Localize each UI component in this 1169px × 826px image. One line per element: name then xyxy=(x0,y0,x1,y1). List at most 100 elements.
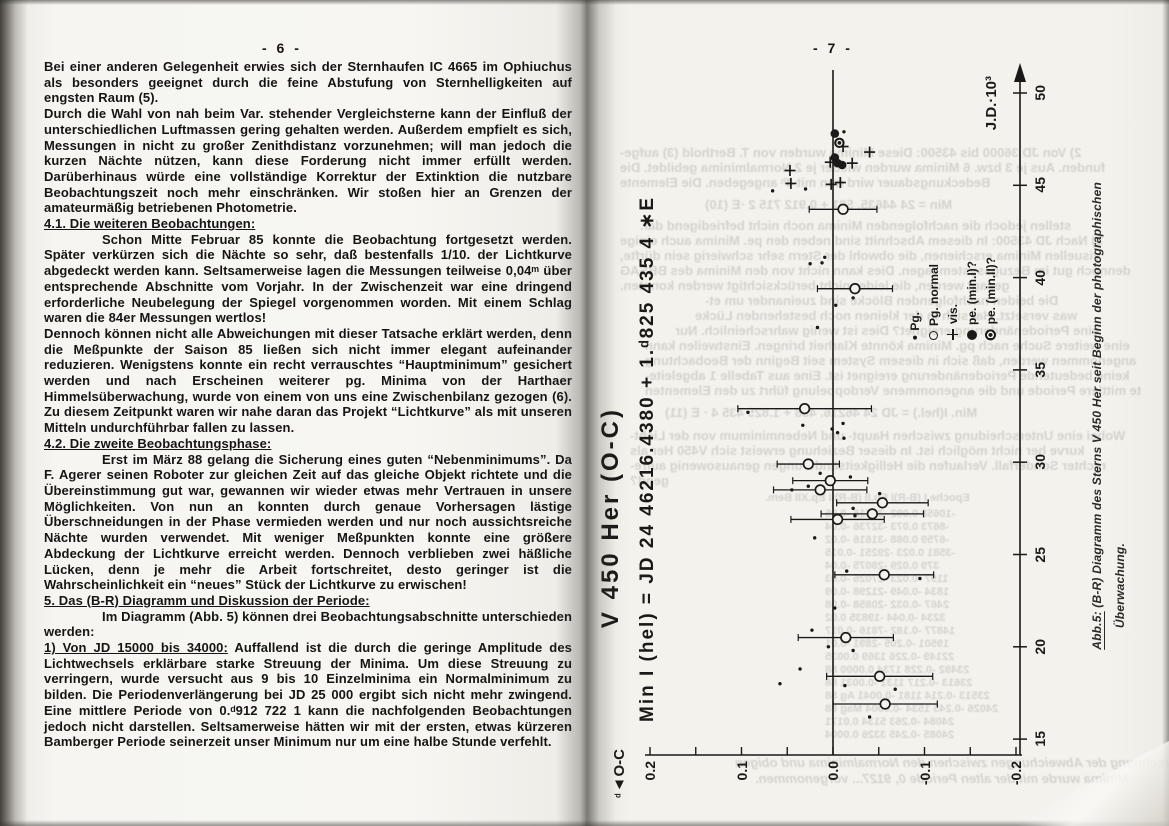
legend-item: vis. xyxy=(946,304,960,340)
data-point-pg xyxy=(851,506,855,511)
data-point-pg xyxy=(823,255,827,259)
data-point-pg xyxy=(813,536,817,540)
data-point-pg xyxy=(893,687,897,691)
paragraph-lead: 1) Von JD 15000 bis 34000: xyxy=(44,640,228,656)
data-point-pg-normal xyxy=(798,403,811,415)
jd-tick-label: 40 xyxy=(1032,269,1048,286)
data-point-pg-normal xyxy=(874,670,886,682)
data-point-pg xyxy=(815,325,820,330)
figure-caption-text: (B-R) Diagramm des Sterns V 450 Her seit… xyxy=(1090,182,1104,612)
legend-label: Pg. normal xyxy=(927,264,941,327)
jd-axis-arrow-icon xyxy=(1014,63,1026,82)
data-point-pg-normal xyxy=(849,283,861,295)
legend-label: pe. (min.I)? xyxy=(965,261,979,325)
data-point-pg xyxy=(841,421,845,426)
section-heading: 4.2. Die zweite Beobachtungsphase: xyxy=(44,435,272,451)
section-heading: 5. Das (B-R) Diagramm und Diskussion der… xyxy=(44,592,370,608)
jd-tick-label: 25 xyxy=(1032,546,1048,563)
paragraph: Erst im März 88 gelang die Sicherung ein… xyxy=(44,451,572,593)
scan-edge-top xyxy=(0,0,1169,5)
data-point-pg xyxy=(830,427,834,431)
data-point-pe-min1 xyxy=(837,160,847,170)
data-point-pg xyxy=(853,514,857,518)
legend-marker-ringed-icon xyxy=(985,329,997,341)
br-diagram-plot xyxy=(645,63,1027,756)
scan-edge-left xyxy=(0,0,28,826)
data-point-pg xyxy=(851,296,855,300)
data-point-pg xyxy=(803,187,808,191)
data-point-pg-normal xyxy=(878,569,890,581)
scan-edge-right xyxy=(1162,0,1169,826)
data-point-pg xyxy=(818,471,822,475)
data-point-pg xyxy=(833,606,837,610)
data-point-pg xyxy=(746,410,750,415)
oc-tick-label: -0.1 xyxy=(916,761,933,786)
figure-caption-line1: Abb.5: (B-R) Diagramm des Sterns V 450 H… xyxy=(1090,182,1104,650)
data-point-pg xyxy=(842,130,846,134)
figure-caption-lead: Abb.5: xyxy=(1090,611,1104,650)
page-number-left: - 6 - xyxy=(262,40,302,56)
jd-tick-label: 50 xyxy=(1032,85,1048,101)
page-left: - 6 - Bei einer anderen Gelegenheit erwi… xyxy=(0,0,585,826)
data-point-pg xyxy=(790,488,794,492)
data-point-pg-normal xyxy=(876,497,889,509)
page-right: 2) Von JD 36000 bis 43500: Diese Minima … xyxy=(585,0,1169,826)
legend-item: Pg. xyxy=(908,312,922,340)
data-point-pg xyxy=(918,576,922,581)
data-point-pg xyxy=(835,430,840,435)
legend-label: pe. (min.II)? xyxy=(984,257,998,325)
legend-label: Pg. xyxy=(908,312,922,331)
paragraph: Durch die Wahl von nah beim Var. stehend… xyxy=(44,106,572,216)
data-point-pg-normal xyxy=(879,698,891,710)
legend-marker-filled-icon xyxy=(967,330,977,340)
data-point-pe-min2 xyxy=(834,137,845,149)
paragraph: Bei einer anderen Gelegenheit erwies sic… xyxy=(44,59,572,106)
data-point-pg-normal xyxy=(824,475,836,487)
data-point-pg xyxy=(801,423,805,427)
data-point-pg xyxy=(848,475,853,479)
figure-caption-line2: Überwachung. xyxy=(1113,542,1127,628)
legend-marker-dot-icon xyxy=(913,335,917,340)
data-point-pg xyxy=(851,648,855,653)
data-point-pg xyxy=(808,262,812,266)
data-point-pg-normal xyxy=(840,631,852,644)
section-heading: 4.1. Die weiteren Beobachtungen: xyxy=(44,216,256,232)
legend-marker-plus-icon xyxy=(948,329,959,340)
data-point-pe-min2-ring xyxy=(836,139,843,146)
data-point-pg xyxy=(842,436,846,440)
data-point-pg xyxy=(826,645,831,649)
data-point-pg xyxy=(820,261,824,265)
jd-tick-label: 30 xyxy=(1032,454,1048,470)
scan-edge-bottom xyxy=(0,820,1169,826)
data-point-pg xyxy=(845,569,849,573)
data-point-pg xyxy=(770,189,775,193)
page-number-right: - 7 - xyxy=(813,40,853,56)
jd-tick-label: 15 xyxy=(1032,731,1048,747)
data-point-pg xyxy=(806,484,810,488)
paragraph: Dennoch können nicht alle Abweichungen m… xyxy=(44,325,572,436)
data-point-pg-normal xyxy=(831,513,844,526)
data-point-pg xyxy=(867,715,872,719)
legend-item: Pg. normal xyxy=(927,264,941,341)
data-point-pg-normal xyxy=(814,484,826,496)
legend-marker-open-icon xyxy=(929,331,939,341)
jd-axis-label: J.D.·10³ xyxy=(983,75,1000,130)
paragraph: Schon Mitte Februar 85 konnte die Beobac… xyxy=(44,231,572,326)
data-point-pg-normal xyxy=(866,508,878,520)
legend-label: vis. xyxy=(946,304,960,325)
jd-tick-label: 35 xyxy=(1032,361,1048,378)
oc-tick-label: 0.1 xyxy=(733,761,750,781)
body-text-column: Bei einer anderen Gelegenheit erwies sic… xyxy=(44,59,572,750)
jd-tick-label: 45 xyxy=(1032,177,1048,193)
data-point-pg-normal xyxy=(802,458,814,470)
data-point-pg xyxy=(843,683,847,688)
oc-tick-label: 0.0 xyxy=(825,761,841,781)
paragraph: Im Diagramm (Abb. 5) können drei Beobach… xyxy=(44,608,572,640)
data-point-pg xyxy=(778,682,782,686)
oc-tick-label: 0.2 xyxy=(642,761,658,781)
data-point-pg xyxy=(798,667,802,671)
legend-item: pe. (min.II)? xyxy=(984,257,998,341)
data-point-pe-min1 xyxy=(830,129,840,138)
data-point-pg-normal xyxy=(837,203,849,215)
